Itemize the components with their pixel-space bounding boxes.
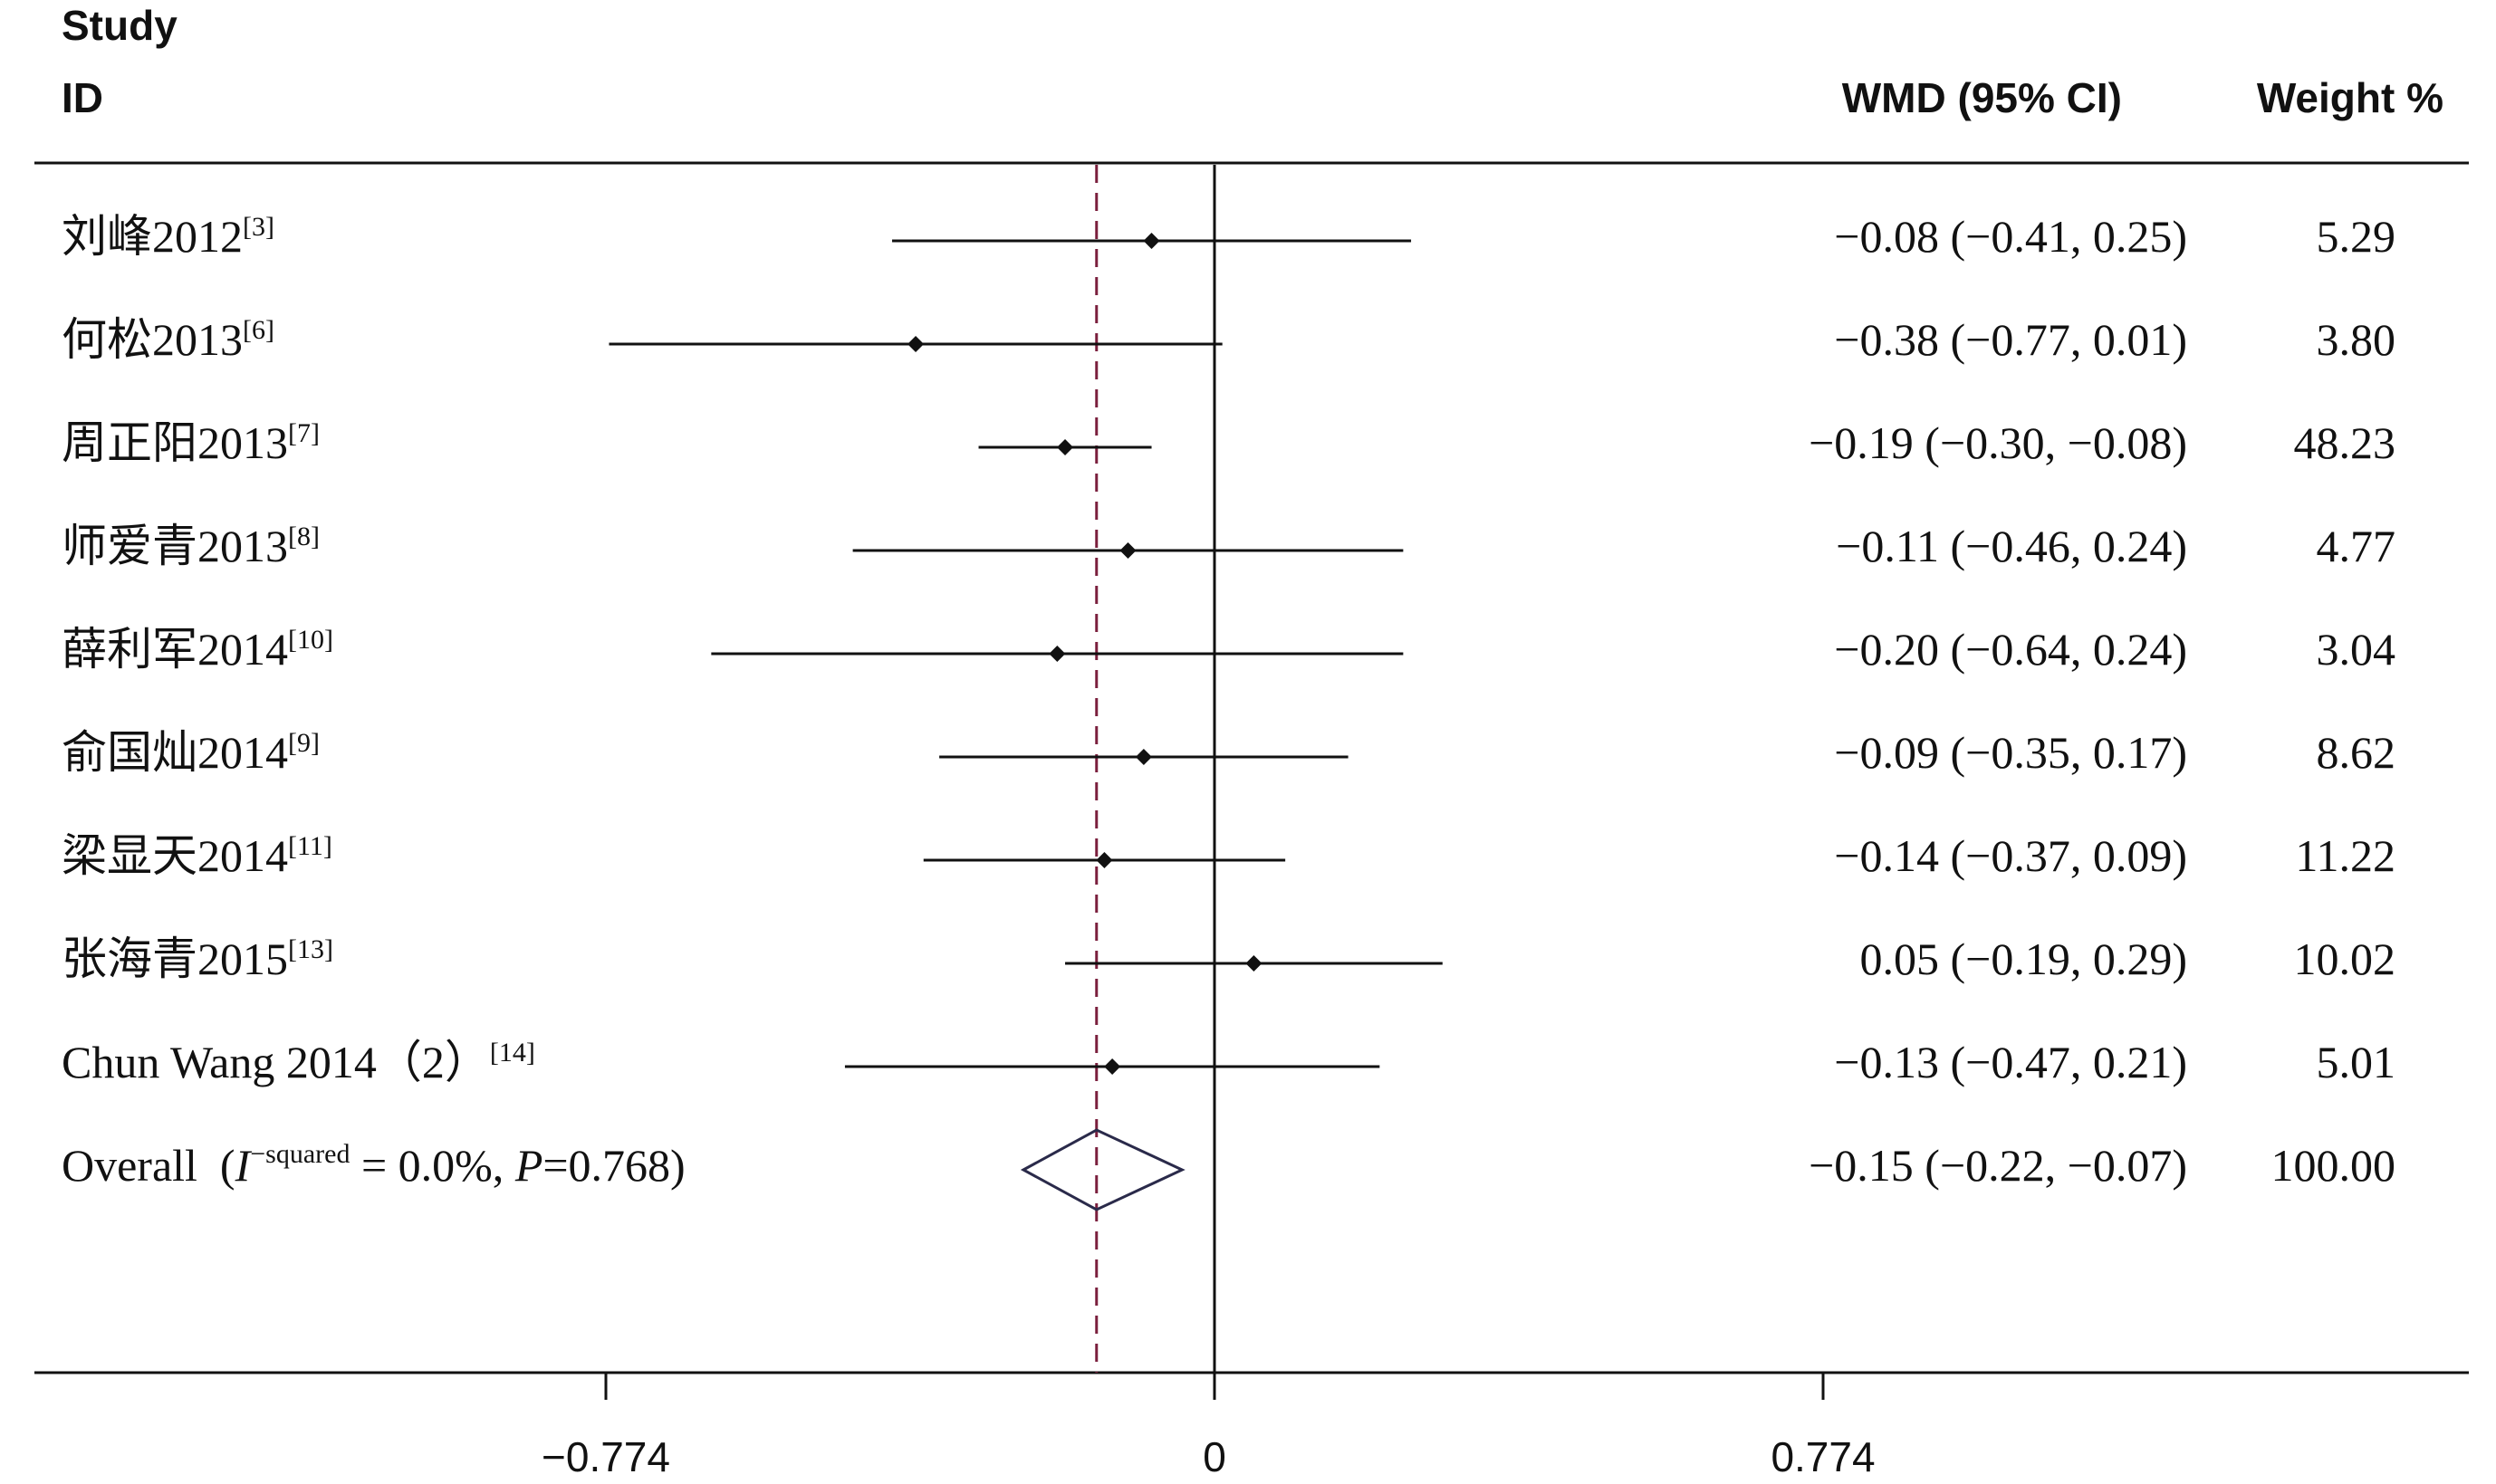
- study-label: 刘峰2012[3]: [62, 211, 274, 262]
- overall-label: Overall (I−squared = 0.0%, P=0.768): [62, 1139, 686, 1191]
- weight-value: 8.62: [2317, 727, 2396, 778]
- study-row: 梁显天2014[11] −0.14 (−0.37, 0.09) 11.22: [62, 830, 2395, 881]
- x-tick-label: 0.774: [1771, 1433, 1875, 1480]
- header-id: ID: [62, 74, 103, 121]
- ci-text: −0.13 (−0.47, 0.21): [1834, 1037, 2187, 1087]
- ci-text: −0.08 (−0.41, 0.25): [1834, 211, 2187, 262]
- weight-value: 5.01: [2317, 1037, 2396, 1087]
- study-reference: [7]: [288, 418, 320, 448]
- point-estimate: [1104, 1058, 1121, 1075]
- study-row: 俞国灿2014[9] −0.09 (−0.35, 0.17) 8.62: [62, 727, 2395, 778]
- study-label: 张海青2015[13]: [62, 933, 333, 984]
- x-tick-label: 0: [1203, 1433, 1226, 1480]
- point-estimate: [1245, 955, 1262, 972]
- study-row: Chun Wang 2014（2）[14] −0.13 (−0.47, 0.21)…: [62, 1037, 2395, 1087]
- study-label: 梁显天2014[11]: [62, 830, 332, 881]
- i-squared-superscript: −squared: [250, 1139, 350, 1169]
- study-label: 薛利军2014[10]: [62, 624, 333, 675]
- overall-prefix: Overall (: [62, 1140, 235, 1191]
- study-row: 周正阳2013[7] −0.19 (−0.30, −0.08) 48.23: [62, 417, 2395, 468]
- header-study: Study: [62, 2, 178, 49]
- i-squared-symbol: I: [235, 1140, 253, 1191]
- point-estimate: [1057, 439, 1074, 455]
- ci-text: −0.14 (−0.37, 0.09): [1834, 830, 2187, 881]
- study-name: 刘峰2012: [62, 211, 243, 262]
- ci-text: −0.09 (−0.35, 0.17): [1834, 727, 2187, 778]
- study-name: Chun Wang 2014（2）: [62, 1037, 490, 1087]
- study-label: 何松2013[6]: [62, 314, 274, 365]
- point-estimate: [1049, 646, 1066, 662]
- study-row: 薛利军2014[10] −0.20 (−0.64, 0.24) 3.04: [62, 624, 2395, 675]
- study-rows: 刘峰2012[3] −0.08 (−0.41, 0.25) 5.29 何松2013[6…: [62, 211, 2395, 1087]
- ci-text: −0.38 (−0.77, 0.01): [1834, 314, 2187, 365]
- study-row: 何松2013[6] −0.38 (−0.77, 0.01) 3.80: [62, 314, 2395, 365]
- study-label: 师爱青2013[8]: [62, 521, 320, 571]
- study-row: 师爱青2013[8] −0.11 (−0.46, 0.24) 4.77: [62, 521, 2395, 571]
- study-label: 周正阳2013[7]: [62, 417, 320, 468]
- study-name: 张海青2015: [62, 933, 288, 984]
- weight-value: 4.77: [2317, 521, 2396, 571]
- point-estimate: [907, 336, 925, 352]
- overall-ci-text: −0.15 (−0.22, −0.07): [1809, 1140, 2187, 1191]
- study-name: 薛利军2014: [62, 624, 288, 675]
- study-name: 何松2013: [62, 314, 243, 365]
- study-label: 俞国灿2014[9]: [62, 727, 320, 778]
- overall-weight: 100.00: [2271, 1140, 2396, 1191]
- overall-diamond: [1020, 1128, 1186, 1211]
- study-reference: [10]: [288, 625, 333, 655]
- weight-value: 5.29: [2317, 211, 2396, 262]
- study-reference: [6]: [243, 315, 274, 345]
- header-weight: Weight %: [2257, 74, 2443, 121]
- study-row: 刘峰2012[3] −0.08 (−0.41, 0.25) 5.29: [62, 211, 2395, 262]
- weight-value: 11.22: [2295, 830, 2395, 881]
- study-reference: [13]: [288, 934, 333, 964]
- ci-text: −0.20 (−0.64, 0.24): [1834, 624, 2187, 675]
- point-estimate: [1119, 542, 1137, 559]
- study-reference: [11]: [288, 831, 332, 861]
- x-tick-label: −0.774: [542, 1433, 670, 1480]
- weight-value: 3.80: [2317, 314, 2396, 365]
- study-reference: [9]: [288, 728, 320, 758]
- p-symbol: P: [514, 1140, 543, 1191]
- point-estimate: [1096, 852, 1113, 868]
- study-label: Chun Wang 2014（2）[14]: [62, 1037, 535, 1087]
- overall-row: Overall (I−squared = 0.0%, P=0.768) −0.15…: [62, 1128, 2396, 1211]
- ci-text: −0.11 (−0.46, 0.24): [1836, 521, 2187, 571]
- weight-value: 3.04: [2317, 624, 2396, 675]
- study-name: 师爱青2013: [62, 521, 288, 571]
- study-name: 梁显天2014: [62, 830, 288, 881]
- x-axis: −0.774 0 0.774: [542, 1373, 1876, 1480]
- header-wmd: WMD (95% CI): [1842, 74, 2122, 121]
- point-estimate: [1135, 749, 1152, 765]
- overall-heterogeneity: = 0.0%,: [350, 1140, 514, 1191]
- study-reference: [3]: [243, 212, 274, 242]
- point-estimate: [1143, 233, 1160, 249]
- weight-value: 48.23: [2294, 417, 2396, 468]
- study-reference: [8]: [288, 522, 320, 551]
- overall-p-value: =0.768): [542, 1140, 685, 1191]
- study-name: 周正阳2013: [62, 417, 288, 468]
- ci-text: −0.19 (−0.30, −0.08): [1809, 417, 2187, 468]
- study-reference: [14]: [490, 1038, 535, 1068]
- weight-value: 10.02: [2294, 933, 2396, 984]
- ci-text: 0.05 (−0.19, 0.29): [1860, 933, 2188, 984]
- study-name: 俞国灿2014: [62, 727, 288, 778]
- study-row: 张海青2015[13] 0.05 (−0.19, 0.29) 10.02: [62, 933, 2395, 984]
